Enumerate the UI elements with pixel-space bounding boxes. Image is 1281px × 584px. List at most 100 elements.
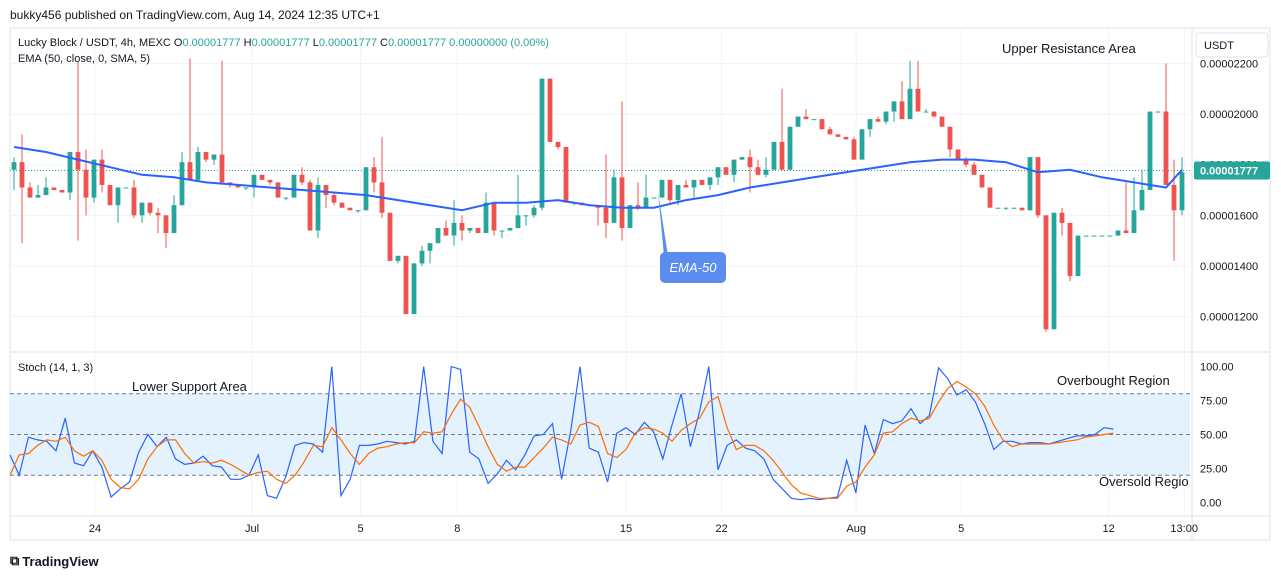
candle-body bbox=[523, 215, 529, 217]
tradingview-logo-text: TradingView bbox=[22, 553, 99, 569]
candle-body bbox=[635, 205, 641, 208]
candle-body bbox=[1139, 190, 1145, 211]
candle-body bbox=[467, 227, 473, 231]
currency-button[interactable] bbox=[1195, 32, 1269, 58]
stoch-tick-label: 100.00 bbox=[1200, 362, 1234, 374]
overbought-label: Overbought Region bbox=[1057, 373, 1170, 388]
ema-legend-label: EMA (50, close, 0, SMA, 5) bbox=[18, 53, 150, 65]
candle-body bbox=[643, 197, 649, 208]
candle-body bbox=[107, 184, 113, 206]
currency-button-label: USDT bbox=[1204, 40, 1234, 52]
candle-body bbox=[291, 174, 297, 198]
candle-body bbox=[131, 187, 137, 216]
candle-body bbox=[427, 243, 433, 251]
candle-body bbox=[171, 205, 177, 234]
candle-body bbox=[315, 184, 321, 231]
candle-body bbox=[35, 195, 41, 198]
candle-body bbox=[411, 263, 417, 315]
candle-body bbox=[1123, 230, 1129, 234]
candle-body bbox=[811, 119, 817, 121]
candle-body bbox=[123, 187, 129, 189]
publisher-line: bukky456 published on TradingView.com, A… bbox=[10, 8, 380, 22]
tradingview-logo-icon: ⧉ bbox=[10, 553, 19, 568]
candle-body bbox=[899, 101, 905, 120]
candle-body bbox=[155, 212, 161, 216]
candle-body bbox=[627, 205, 633, 228]
candle-body bbox=[715, 167, 721, 178]
stoch-d-line bbox=[9, 380, 1114, 499]
candle-body bbox=[219, 154, 225, 183]
candle-body bbox=[1107, 235, 1113, 237]
candle-body bbox=[163, 215, 169, 234]
candle-body bbox=[1051, 212, 1057, 330]
candle-body bbox=[619, 177, 625, 228]
candle-body bbox=[59, 190, 65, 193]
candle-body bbox=[779, 141, 785, 170]
candle-body bbox=[667, 179, 673, 201]
candle-body bbox=[1115, 230, 1121, 236]
candle-body bbox=[1179, 172, 1185, 211]
candle-body bbox=[299, 174, 305, 183]
candle-body bbox=[459, 222, 465, 231]
candle-body bbox=[387, 212, 393, 261]
candle-body bbox=[795, 116, 801, 127]
candle-body bbox=[283, 197, 289, 199]
candle-body bbox=[99, 159, 105, 185]
price-tick-label: 0.00002000 bbox=[1200, 109, 1258, 121]
candle-body bbox=[875, 119, 881, 122]
candle-body bbox=[563, 146, 569, 203]
candle-body bbox=[419, 250, 425, 264]
candle-body bbox=[707, 177, 713, 185]
candle-body bbox=[851, 139, 857, 160]
candle-body bbox=[43, 187, 49, 196]
candle-body bbox=[971, 164, 977, 175]
candle-body bbox=[683, 184, 689, 188]
last-price-badge bbox=[1194, 161, 1270, 180]
candle-body bbox=[307, 182, 313, 231]
time-tick-label: 12 bbox=[1103, 523, 1115, 535]
candle-body bbox=[235, 184, 241, 188]
candle-body bbox=[403, 255, 409, 315]
lower-support-label: Lower Support Area bbox=[132, 379, 248, 394]
candle-body bbox=[931, 111, 937, 117]
candle-body bbox=[1003, 207, 1009, 209]
candle-body bbox=[1147, 111, 1153, 190]
oversold-label: Oversold Regio bbox=[1099, 474, 1189, 489]
candle-body bbox=[243, 187, 249, 189]
candle-body bbox=[1043, 215, 1049, 330]
candle-body bbox=[331, 195, 337, 203]
candle-body bbox=[987, 187, 993, 208]
candle-body bbox=[907, 88, 913, 120]
candle-body bbox=[1059, 212, 1065, 223]
candle-body bbox=[611, 177, 617, 223]
candle-body bbox=[883, 111, 889, 122]
candle-body bbox=[923, 111, 929, 113]
price-tick-label: 0.00002200 bbox=[1200, 58, 1258, 70]
ema-callout-pointer bbox=[658, 192, 668, 256]
candle-body bbox=[483, 202, 489, 234]
time-tick-label: Aug bbox=[846, 523, 866, 535]
candle-body bbox=[531, 207, 537, 216]
candle-body bbox=[947, 126, 953, 150]
time-tick-label: Jul bbox=[245, 523, 259, 535]
candle-body bbox=[195, 152, 201, 180]
candle-body bbox=[443, 227, 449, 236]
candle-body bbox=[27, 187, 33, 198]
candle-body bbox=[499, 230, 505, 232]
candle-body bbox=[1075, 235, 1081, 277]
candle-body bbox=[371, 167, 377, 183]
candle-body bbox=[603, 207, 609, 223]
candle-body bbox=[819, 119, 825, 130]
candle-body bbox=[83, 169, 89, 198]
candle-body bbox=[475, 227, 481, 234]
candle-body bbox=[939, 116, 945, 127]
candle-body bbox=[139, 202, 145, 216]
candle-body bbox=[339, 202, 345, 208]
candle-body bbox=[739, 157, 745, 160]
candle-body bbox=[915, 88, 921, 112]
candle-body bbox=[91, 159, 97, 198]
stoch-tick-label: 75.00 bbox=[1200, 396, 1228, 408]
candle-body bbox=[211, 154, 217, 160]
